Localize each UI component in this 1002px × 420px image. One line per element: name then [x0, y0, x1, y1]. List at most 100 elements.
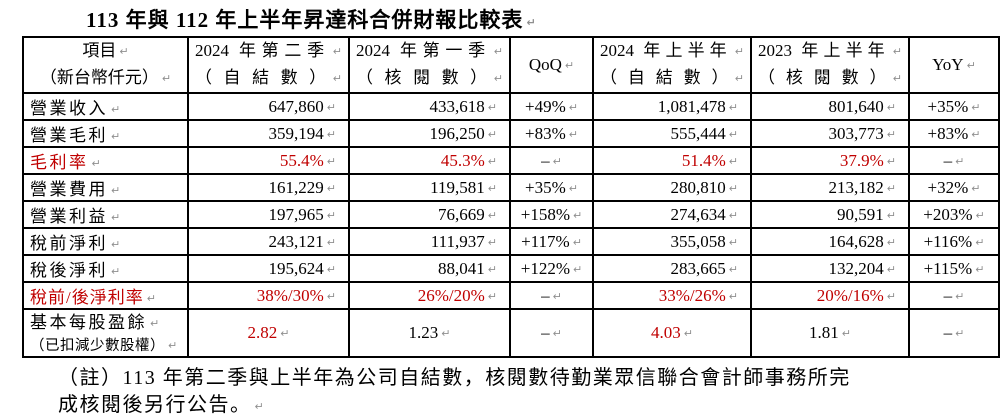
header-qoq-column: QoQ ↵ — [509, 36, 594, 94]
table-row-gross-margin: 毛利率 ↵ 55.4% ↵ 45.3% ↵ – ↵ 51.4% ↵ 37.9% ↵ – ↵ — [22, 146, 1000, 175]
table-cell-yoy: +116% ↵ — [908, 227, 1000, 256]
paragraph-mark-icon: ↵ — [886, 235, 896, 249]
table-header-row: 項目 ↵ （新台幣仟元） ↵ 2024 年第二季 ↵ （ 自 結 數 ） ↵ 2024 … — [22, 36, 1000, 94]
paragraph-mark-icon: ↵ — [146, 292, 156, 305]
row-label: 營業利益 ↵ — [22, 200, 189, 229]
table-cell-h1-2023: 801,640 ↵ — [750, 92, 910, 121]
table-cell-yoy: – ↵ — [908, 146, 1000, 175]
paragraph-mark-icon: ↵ — [254, 400, 264, 413]
table-cell-q1: 119,581 ↵ — [348, 173, 511, 202]
paragraph-mark-icon: ↵ — [326, 235, 336, 249]
paragraph-mark-icon: ↵ — [111, 238, 121, 251]
table-cell-h1-2023: 37.9% ↵ — [750, 146, 910, 175]
header-2024-q2-column: 2024 年第二季 ↵ （ 自 結 數 ） ↵ — [187, 36, 350, 94]
paragraph-mark-icon: ↵ — [886, 262, 896, 276]
paragraph-mark-icon: ↵ — [568, 100, 578, 114]
table-row-pretax-income: 稅前淨利 ↵ 243,121 ↵ 111,937 ↵ +117% ↵ 355,058 ↵ … — [22, 227, 1000, 256]
table-cell-qoq: +35% ↵ — [509, 173, 594, 202]
paragraph-mark-icon: ↵ — [487, 181, 497, 195]
financial-comparison-table: 項目 ↵ （新台幣仟元） ↵ 2024 年第二季 ↵ （ 自 結 數 ） ↵ 2024 … — [22, 36, 1000, 358]
paragraph-mark-icon: ↵ — [111, 130, 121, 143]
paragraph-mark-icon: ↵ — [728, 235, 738, 249]
paragraph-mark-icon: ↵ — [573, 208, 583, 222]
table-cell-q1: 111,937 ↵ — [348, 227, 511, 256]
table-cell-yoy: +203% ↵ — [908, 200, 1000, 229]
paragraph-mark-icon: ↵ — [728, 127, 738, 141]
paragraph-mark-icon: ↵ — [955, 154, 965, 168]
table-cell-q2: 2.82 ↵ — [187, 308, 350, 358]
table-row-revenue: 營業收入 ↵ 647,860 ↵ 433,618 ↵ +49% ↵ 1,081,478 ↵… — [22, 92, 1000, 121]
table-cell-q1: 45.3% ↵ — [348, 146, 511, 175]
table-cell-q2: 647,860 ↵ — [187, 92, 350, 121]
header-item-line2: （新台幣仟元） ↵ — [39, 68, 172, 87]
table-cell-h1-2024: 33%/26% ↵ — [592, 281, 752, 310]
paragraph-mark-icon: ↵ — [150, 316, 160, 330]
footnote-line2: 成核閱後另行公告。 ↵ — [58, 394, 264, 416]
paragraph-mark-icon: ↵ — [886, 289, 896, 303]
paragraph-mark-icon: ↵ — [975, 235, 985, 249]
table-row-net-margin: 稅前/後淨利率 ↵ 38%/30% ↵ 26%/20% ↵ – ↵ 33%/26% ↵ 2… — [22, 281, 1000, 310]
paragraph-mark-icon: ↵ — [487, 262, 497, 276]
table-cell-q2: 55.4% ↵ — [187, 146, 350, 175]
paragraph-mark-icon: ↵ — [892, 72, 902, 85]
header-item-line1: 項目 ↵ — [82, 41, 129, 60]
paragraph-mark-icon: ↵ — [728, 208, 738, 222]
paragraph-mark-icon: ↵ — [975, 262, 985, 276]
table-cell-q2: 195,624 ↵ — [187, 254, 350, 283]
paragraph-mark-icon: ↵ — [493, 45, 503, 58]
paragraph-mark-icon: ↵ — [111, 184, 121, 197]
table-cell-h1-2024: 280,810 ↵ — [592, 173, 752, 202]
eps-label-line2: （已扣減少數股權） ↵ — [30, 337, 178, 354]
table-cell-h1-2024: 4.03 ↵ — [592, 308, 752, 358]
table-cell-qoq: +117% ↵ — [509, 227, 594, 256]
paragraph-mark-icon: ↵ — [111, 265, 121, 278]
table-cell-q1: 76,669 ↵ — [348, 200, 511, 229]
table-cell-q1: 196,250 ↵ — [348, 119, 511, 148]
table-cell-h1-2024: 1,081,478 ↵ — [592, 92, 752, 121]
table-cell-q2: 161,229 ↵ — [187, 173, 350, 202]
paragraph-mark-icon: ↵ — [886, 154, 896, 168]
table-cell-h1-2023: 303,773 ↵ — [750, 119, 910, 148]
table-cell-h1-2024: 283,665 ↵ — [592, 254, 752, 283]
paragraph-mark-icon: ↵ — [728, 289, 738, 303]
paragraph-mark-icon: ↵ — [971, 100, 981, 114]
table-cell-h1-2023: 213,182 ↵ — [750, 173, 910, 202]
paragraph-mark-icon: ↵ — [886, 181, 896, 195]
paragraph-mark-icon: ↵ — [572, 235, 582, 249]
row-label: 毛利率 ↵ — [22, 146, 189, 175]
header-2024-q1-column: 2024 年第一季 ↵ （ 核 閱 數 ） ↵ — [348, 36, 511, 94]
paragraph-mark-icon: ↵ — [564, 59, 575, 72]
table-cell-q2: 359,194 ↵ — [187, 119, 350, 148]
paragraph-mark-icon: ↵ — [487, 154, 497, 168]
paragraph-mark-icon: ↵ — [487, 289, 497, 303]
paragraph-mark-icon: ↵ — [526, 16, 536, 29]
table-cell-qoq: +83% ↵ — [509, 119, 594, 148]
table-cell-yoy: +35% ↵ — [908, 92, 1000, 121]
paragraph-mark-icon: ↵ — [326, 262, 336, 276]
paragraph-mark-icon: ↵ — [568, 127, 578, 141]
row-label: 營業毛利 ↵ — [22, 119, 189, 148]
paragraph-mark-icon: ↵ — [552, 289, 562, 303]
row-label: 營業費用 ↵ — [22, 173, 189, 202]
row-label: 稅前/後淨利率 ↵ — [22, 281, 189, 310]
paragraph-mark-icon: ↵ — [892, 45, 902, 58]
paragraph-mark-icon: ↵ — [441, 327, 451, 340]
header-item-column: 項目 ↵ （新台幣仟元） ↵ — [22, 36, 189, 94]
table-cell-h1-2023: 1.81 ↵ — [750, 308, 910, 358]
paragraph-mark-icon: ↵ — [493, 72, 503, 85]
paragraph-mark-icon: ↵ — [886, 127, 896, 141]
header-2023-h1-line2: （ 核 閱 數 ） ↵ — [758, 68, 902, 87]
paragraph-mark-icon: ↵ — [728, 181, 738, 195]
table-cell-yoy: +115% ↵ — [908, 254, 1000, 283]
paragraph-mark-icon: ↵ — [552, 327, 562, 340]
paragraph-mark-icon: ↵ — [728, 262, 738, 276]
paragraph-mark-icon: ↵ — [728, 100, 738, 114]
paragraph-mark-icon: ↵ — [886, 208, 896, 222]
paragraph-mark-icon: ↵ — [168, 338, 178, 352]
table-cell-h1-2023: 20%/16% ↵ — [750, 281, 910, 310]
header-2024-h1-line1: 2024 年上半年 ↵ — [600, 41, 744, 60]
table-cell-q2: 197,965 ↵ — [187, 200, 350, 229]
table-cell-h1-2024: 355,058 ↵ — [592, 227, 752, 256]
table-cell-qoq: +158% ↵ — [509, 200, 594, 229]
row-label: 稅前淨利 ↵ — [22, 227, 189, 256]
